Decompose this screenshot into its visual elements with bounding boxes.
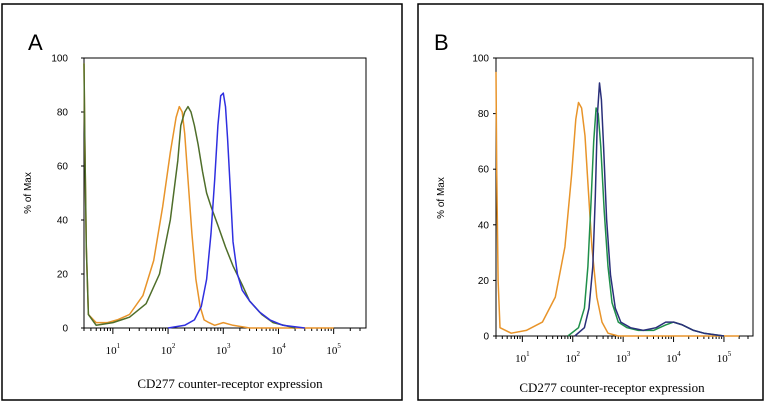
x-tick-label: 102 <box>566 350 581 365</box>
series-orange-curve <box>495 71 740 337</box>
y-axis-label: % of Max <box>23 172 34 214</box>
panel-border <box>1 3 403 401</box>
x-axis-label: CD277 counter-receptor expression <box>519 380 705 395</box>
x-tick-label: 101 <box>106 342 121 357</box>
histogram-panel-a: A 0 20 40 60 80 100 101 102 103 104 105 % of Max CD27… <box>1 3 403 401</box>
histogram-panel-b: B 0 20 40 60 80 100 101 102 103 104 105 % of Max CD27… <box>417 3 764 401</box>
x-tick-label: 105 <box>717 350 732 365</box>
x-tick-label: 103 <box>616 350 631 365</box>
series-blue-curve <box>167 92 305 329</box>
y-tick-label: 20 <box>57 270 69 281</box>
x-tick-label: 102 <box>161 342 176 357</box>
series-orange-curve <box>83 63 334 329</box>
x-tick-label: 104 <box>271 342 286 357</box>
plot-frame <box>495 57 754 337</box>
y-tick-label: 80 <box>57 108 69 119</box>
x-tick-label: 104 <box>666 350 681 365</box>
x-tick-label: 105 <box>326 342 341 357</box>
x-axis-label: CD277 counter-receptor expression <box>137 376 323 391</box>
panel-border <box>417 3 764 401</box>
y-tick-label: 100 <box>472 54 489 65</box>
x-tick-label: 103 <box>216 342 231 357</box>
y-tick-label: 40 <box>57 216 69 227</box>
y-tick-label: 20 <box>478 276 490 287</box>
y-tick-label: 40 <box>478 220 490 231</box>
y-tick-label: 80 <box>478 109 490 120</box>
series-navy-curve <box>574 82 725 337</box>
panel-label: B <box>434 30 449 55</box>
y-tick-label: 100 <box>51 54 68 65</box>
y-axis-label: % of Max <box>436 177 447 219</box>
y-tick-label: 0 <box>483 332 489 343</box>
y-tick-label: 60 <box>478 165 490 176</box>
plot-frame <box>83 57 367 329</box>
y-tick-label: 60 <box>57 162 69 173</box>
panel-label: A <box>28 30 43 55</box>
y-tick-label: 0 <box>62 324 68 335</box>
x-tick-label: 101 <box>515 350 530 365</box>
